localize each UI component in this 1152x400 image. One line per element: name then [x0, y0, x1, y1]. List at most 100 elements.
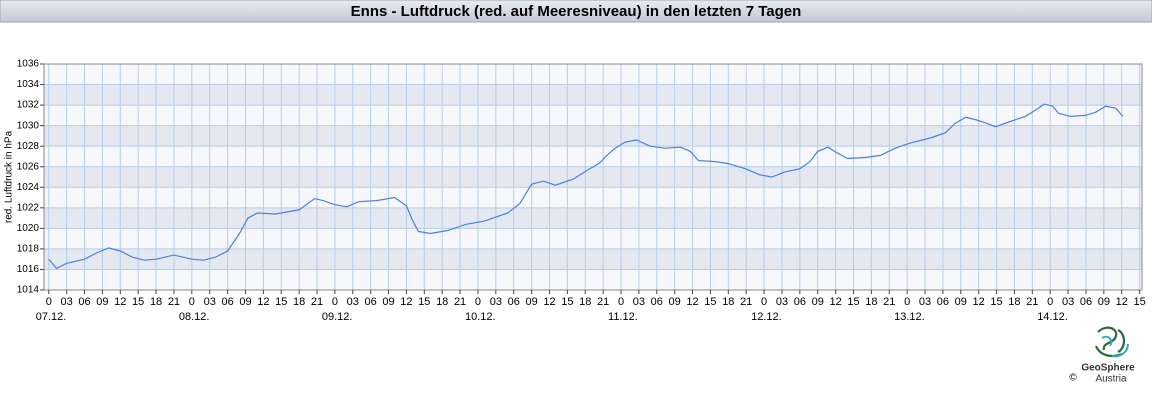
x-tick-label: 18	[293, 296, 305, 308]
x-tick-label: 18	[722, 296, 734, 308]
x-tick-label: 0	[618, 296, 624, 308]
logo-mark	[1094, 326, 1126, 357]
date-label: 07.12.	[36, 311, 67, 323]
logo	[1094, 326, 1129, 358]
x-tick-label: 0	[761, 296, 767, 308]
x-tick-label: 21	[740, 296, 752, 308]
logo-text: GeoSphere	[1081, 363, 1135, 374]
x-tick-label: 09	[382, 296, 394, 308]
logo-mark	[1101, 335, 1129, 358]
x-tick-label: 06	[365, 296, 377, 308]
y-tick-label: 1036	[17, 59, 40, 70]
plot-frame	[43, 63, 1143, 291]
y-tick-label: 1022	[17, 202, 40, 213]
line	[48, 103, 1124, 270]
y-tick-label: 1024	[17, 182, 40, 193]
x-tick-label: 06	[651, 296, 663, 308]
y-tick-label: 1014	[17, 285, 40, 296]
chart-title: Enns - Luftdruck (red. auf Meeresniveau)…	[351, 3, 802, 20]
x-tick-label: 21	[883, 296, 895, 308]
x-tick-label: 12	[686, 296, 698, 308]
x-tick-label: 12	[543, 296, 555, 308]
x-tick-label: 0	[1047, 296, 1053, 308]
x-tick-label: 18	[150, 296, 162, 308]
x-tick-label: 03	[919, 296, 931, 308]
x-tick-label: 12	[400, 296, 412, 308]
y-tick-label: 1018	[17, 244, 40, 255]
x-tick-label: 15	[561, 296, 573, 308]
date-label: 12.12.	[751, 311, 782, 323]
plot-area: 1014 1016 1018 1020 1022 1024 1026 1028 1030 1032…	[17, 59, 1146, 323]
x-tick-label: 15	[990, 296, 1002, 308]
date-label: 10.12.	[465, 311, 496, 323]
grid-band	[44, 146, 1142, 167]
y-tick-label: 1020	[17, 223, 40, 234]
x-tick-label: 18	[1008, 296, 1020, 308]
x-tick-label: 06	[508, 296, 520, 308]
y-tick-label: 1028	[17, 141, 40, 152]
x-tick-label: 15	[847, 296, 859, 308]
x-tick-label: 09	[812, 296, 824, 308]
x-tick-label: 15	[1133, 296, 1145, 308]
x-tick-label: 03	[633, 296, 645, 308]
x-tick-label: 15	[132, 296, 144, 308]
x-tick-label: 03	[61, 296, 73, 308]
y-tick-label: 1034	[17, 79, 40, 90]
grid-band	[44, 84, 1142, 106]
x-tick-label: 06	[937, 296, 949, 308]
x-tick-label: 0	[904, 296, 910, 308]
copyright: ©	[1069, 373, 1077, 384]
x-tick-label: 0	[189, 296, 195, 308]
date-label: 09.12.	[322, 311, 353, 323]
x-tick-label: 12	[257, 296, 269, 308]
date-label: 08.12.	[179, 311, 210, 323]
x-tick-label: 18	[865, 296, 877, 308]
date-label: 11.12.	[608, 311, 638, 323]
title-bar	[0, 0, 1152, 23]
x-tick-label: 03	[490, 296, 502, 308]
date-label: 14.12.	[1037, 311, 1068, 323]
x-tick-label: 09	[525, 296, 537, 308]
grid-band	[44, 166, 1142, 188]
x-tick-label: 15	[418, 296, 430, 308]
x-tick-label: 21	[597, 296, 609, 308]
x-tick-label: 12	[114, 296, 126, 308]
x-tick-label: 09	[96, 296, 108, 308]
x-tick-label: 12	[829, 296, 841, 308]
x-tick-label: 09	[1098, 296, 1110, 308]
x-tick-label: 03	[776, 296, 788, 308]
grid-band	[44, 269, 1142, 290]
x-tick-label: 21	[311, 296, 323, 308]
y-tick-label: 1030	[17, 120, 40, 131]
x-tick-label: 06	[794, 296, 806, 308]
x-tick-label: 21	[168, 296, 180, 308]
x-tick-label: 06	[221, 296, 233, 308]
x-tick-label: 0	[332, 296, 338, 308]
grid-band	[44, 125, 1142, 147]
y-tick-label: 1026	[17, 161, 40, 172]
grid-band	[44, 105, 1142, 126]
x-tick-label: 12	[1116, 296, 1128, 308]
x-tick-label: 03	[1062, 296, 1074, 308]
x-tick-label: 03	[347, 296, 359, 308]
x-tick-label: 06	[78, 296, 90, 308]
x-tick-label: 18	[436, 296, 448, 308]
x-tick-label: 09	[669, 296, 681, 308]
x-tick-label: 15	[275, 296, 287, 308]
x-tick-label: 0	[46, 296, 52, 308]
x-tick-label: 09	[239, 296, 251, 308]
x-tick-label: 12	[973, 296, 985, 308]
x-tick-label: 21	[1026, 296, 1038, 308]
x-tick-label: 21	[454, 296, 466, 308]
date-label: 13.12.	[894, 311, 925, 323]
x-tick-label: 06	[1080, 296, 1092, 308]
y-axis-label: red. Luftdruck in hPa	[4, 130, 15, 223]
grid-band	[44, 64, 1142, 85]
x-tick-label: 09	[955, 296, 967, 308]
grid-band	[44, 228, 1142, 249]
x-tick-label: 15	[704, 296, 716, 308]
grid-band	[44, 207, 1142, 229]
logo-text: Austria	[1095, 374, 1127, 385]
grid-band	[44, 248, 1142, 270]
